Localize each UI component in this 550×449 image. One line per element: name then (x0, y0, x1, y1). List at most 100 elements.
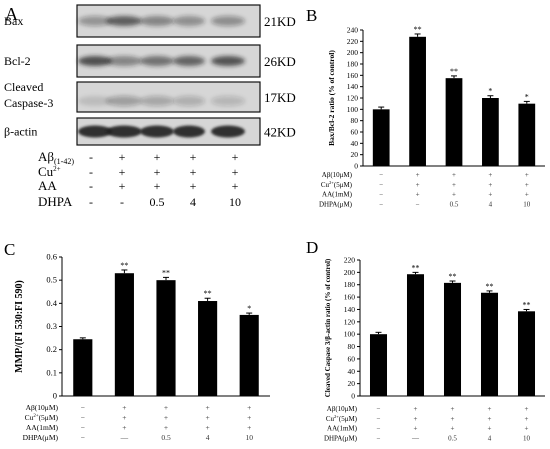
y-tick-label: 200 (347, 48, 359, 57)
y-tick-label: 220 (344, 256, 356, 265)
y-tick-label: 180 (344, 280, 356, 289)
y-tick-label: 0 (351, 392, 355, 401)
significance-mark: ** (412, 263, 420, 272)
treatment-value: + (119, 179, 126, 193)
panel-letter-b: B (306, 6, 317, 25)
treatment-value: + (525, 425, 529, 433)
y-tick-label: 0.1 (46, 367, 57, 377)
treatment-value: + (414, 415, 418, 423)
treatment-value: + (247, 403, 251, 412)
significance-mark: * (525, 92, 529, 101)
significance-mark: ** (523, 300, 531, 309)
treatment-value: 0.5 (450, 200, 459, 208)
treatment-value: + (451, 405, 455, 413)
treatment-value: − (81, 413, 85, 422)
blot-band (173, 125, 205, 138)
treatment-value: 0.5 (150, 195, 165, 209)
treatment-value: + (525, 415, 529, 423)
treatment-value: 4 (190, 195, 196, 209)
treatment-value: + (452, 181, 456, 189)
treatment-value: − (81, 403, 85, 412)
treatment-value: − (377, 415, 381, 423)
blot-band (211, 16, 245, 26)
treatment-value: + (164, 403, 168, 412)
blot-label: β-actin (4, 125, 37, 139)
treatment-value: 10 (245, 433, 253, 442)
treatment-label: Aβ(1-42) (38, 149, 74, 166)
treatment-label: Cu2+(5μM) (321, 180, 353, 189)
significance-mark: ** (204, 289, 212, 298)
treatment-value: — (120, 433, 129, 442)
treatment-value: + (119, 165, 126, 179)
treatment-value: + (205, 413, 209, 422)
y-tick-label: 20 (351, 150, 359, 159)
bar (406, 274, 425, 396)
significance-mark: ** (414, 25, 422, 34)
blot-band (106, 125, 142, 138)
chart-cleaved-caspase3: 0 20 40 60 80 100 120 140 160 180 200 220 Cleaved Ca… (324, 256, 545, 442)
treatment-label: Cu2+(5μM) (25, 413, 59, 422)
treatment-value: 0.5 (448, 434, 457, 442)
panel-letter-c: C (4, 240, 15, 259)
treatment-value: + (451, 415, 455, 423)
y-tick-label: 40 (351, 139, 359, 148)
blot-label: Bax (4, 14, 23, 28)
treatment-label: DHPA (38, 194, 73, 209)
chart-bax-bcl2: 0 20 40 60 80 100 120 140 160 180 200 220 240 Bax/Bcl… (319, 25, 545, 208)
treatment-value: - (120, 195, 124, 209)
treatment-value: + (154, 165, 161, 179)
treatment-value: + (525, 171, 529, 179)
blot-band (78, 125, 112, 138)
treatment-label: AA(1mM) (26, 423, 59, 432)
blot-label: Cleaved Caspase-3 (4, 80, 53, 110)
bar (409, 36, 426, 166)
treatment-value: + (488, 415, 492, 423)
treatment-value: 10 (229, 195, 241, 209)
blot-band (140, 125, 174, 138)
treatment-value: − (377, 434, 381, 442)
bar (156, 280, 176, 396)
significance-mark: * (247, 304, 251, 313)
y-tick-label: 100 (347, 105, 359, 114)
y-tick-label: 0.6 (46, 252, 57, 262)
blot-band (173, 56, 205, 66)
y-tick-label: 0.3 (46, 321, 57, 331)
treatment-value: − (416, 200, 420, 208)
treatment-value: - (89, 150, 93, 164)
blot-band (140, 16, 174, 26)
y-tick-label: 0 (354, 162, 358, 171)
treatment-value: + (414, 425, 418, 433)
bar (73, 339, 93, 396)
blot-size: 21KD (264, 14, 296, 29)
y-tick-label: 200 (344, 268, 356, 277)
bar (372, 109, 390, 166)
y-tick-label: 20 (348, 379, 356, 388)
blot-band (211, 125, 245, 138)
bar (517, 311, 536, 396)
blot-band (78, 96, 112, 106)
treatment-value: + (488, 181, 492, 189)
treatment-value: − (377, 405, 381, 413)
treatment-value: + (232, 165, 239, 179)
bar (482, 98, 499, 166)
treatment-value: + (247, 423, 251, 432)
blot-band (173, 96, 205, 106)
treatment-value: + (525, 405, 529, 413)
y-tick-label: 140 (347, 82, 359, 91)
y-axis-label: Cleaved Caspase 3/β-actin ratio (% of co… (324, 258, 332, 397)
y-tick-label: 160 (344, 293, 356, 302)
blot-band (211, 56, 245, 66)
y-tick-label: 0.2 (46, 344, 57, 354)
treatment-value: − (379, 171, 383, 179)
treatment-value: + (164, 423, 168, 432)
blot-size: 26KD (264, 54, 296, 69)
treatment-value: + (488, 425, 492, 433)
treatment-value: — (411, 434, 420, 442)
significance-mark: ** (486, 282, 494, 291)
bar (445, 78, 463, 166)
treatment-value: − (81, 423, 85, 432)
y-tick-label: 160 (347, 71, 359, 80)
treatment-value: + (525, 191, 529, 199)
blot-band (140, 56, 174, 66)
significance-mark: ** (120, 261, 128, 270)
